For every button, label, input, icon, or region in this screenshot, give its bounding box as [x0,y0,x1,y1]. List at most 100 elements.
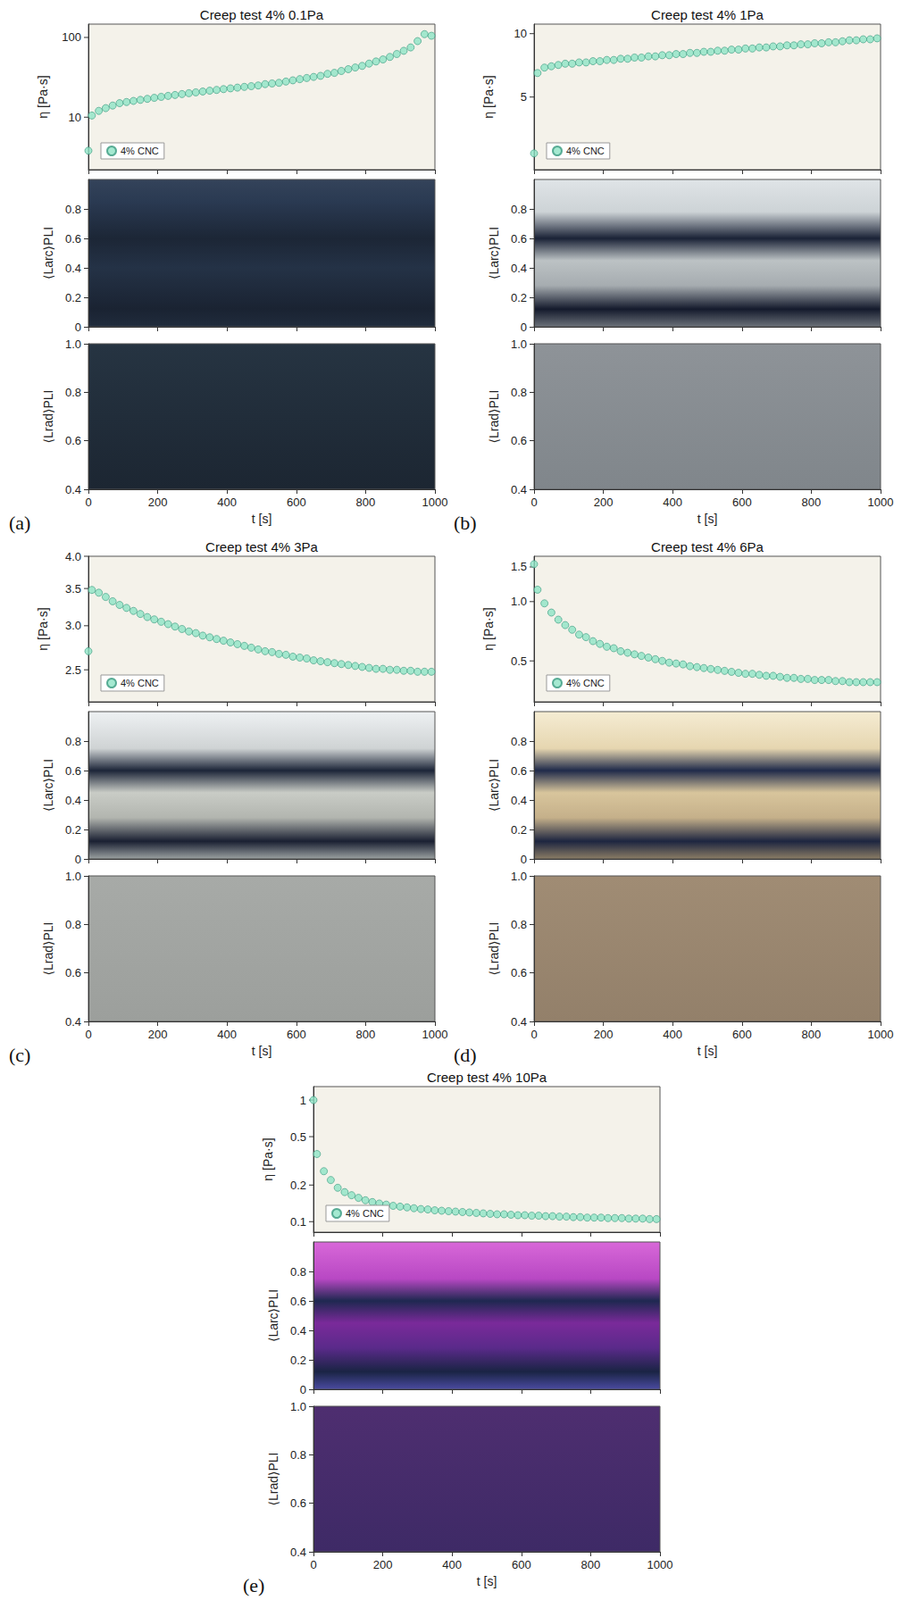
svg-text:800: 800 [801,495,822,510]
svg-text:100: 100 [61,30,82,44]
svg-text:2.5: 2.5 [65,663,82,677]
svg-text:1.5: 1.5 [510,559,527,574]
svg-text:η [Pa·s]: η [Pa·s] [35,607,51,651]
svg-text:⟨Larc⟩PLI: ⟨Larc⟩PLI [41,226,56,280]
svg-text:3.5: 3.5 [65,582,82,596]
svg-text:800: 800 [801,1027,822,1042]
svg-text:0.4: 0.4 [510,261,527,276]
svg-text:0.4: 0.4 [65,483,82,497]
svg-text:0: 0 [520,320,527,335]
svg-text:⟨Lrad⟩PLI: ⟨Lrad⟩PLI [41,922,56,977]
svg-text:200: 200 [148,495,168,510]
svg-text:0.8: 0.8 [290,1448,307,1462]
svg-text:0.8: 0.8 [510,918,527,932]
svg-text:0: 0 [300,1383,307,1397]
svg-text:t [s]: t [s] [697,1043,719,1059]
svg-text:⟨Larc⟩PLI: ⟨Larc⟩PLI [486,226,502,280]
svg-text:1.0: 1.0 [65,869,82,884]
svg-text:0.2: 0.2 [510,823,527,837]
svg-text:⟨Lrad⟩PLI: ⟨Lrad⟩PLI [266,1453,281,1507]
svg-text:0.5: 0.5 [510,654,527,669]
svg-text:600: 600 [511,1558,532,1572]
svg-text:⟨Lrad⟩PLI: ⟨Lrad⟩PLI [486,922,502,977]
svg-text:600: 600 [286,495,307,510]
svg-text:Creep test 4% 3Pa: Creep test 4% 3Pa [205,539,319,555]
svg-text:0: 0 [530,1027,537,1042]
svg-text:Creep test 4% 10Pa: Creep test 4% 10Pa [426,1069,548,1086]
svg-text:Creep test 4% 0.1Pa: Creep test 4% 0.1Pa [200,7,325,23]
svg-text:4.0: 4.0 [65,550,82,564]
svg-text:1000: 1000 [422,495,449,510]
svg-text:t [s]: t [s] [251,511,273,527]
svg-text:4% CNC: 4% CNC [345,1208,385,1220]
svg-text:0.4: 0.4 [510,1015,527,1029]
svg-text:800: 800 [581,1558,602,1572]
svg-text:0.8: 0.8 [510,202,527,217]
svg-text:(e): (e) [242,1574,265,1597]
svg-text:0: 0 [530,495,537,510]
svg-text:400: 400 [217,495,237,510]
svg-text:t [s]: t [s] [476,1574,498,1589]
svg-text:Creep test 4% 1Pa: Creep test 4% 1Pa [651,7,765,23]
svg-text:⟨Lrad⟩PLI: ⟨Lrad⟩PLI [41,390,56,444]
svg-text:4% CNC: 4% CNC [120,145,159,157]
svg-text:0.4: 0.4 [510,483,527,497]
svg-text:0.6: 0.6 [65,232,82,246]
svg-text:0.2: 0.2 [290,1178,307,1193]
svg-text:0.4: 0.4 [65,793,82,808]
svg-text:200: 200 [593,1027,614,1042]
svg-text:0.6: 0.6 [65,434,82,448]
svg-text:0: 0 [520,852,527,867]
svg-text:800: 800 [356,495,376,510]
svg-text:t [s]: t [s] [697,511,719,527]
svg-text:0: 0 [75,852,82,867]
svg-text:0.8: 0.8 [510,385,527,400]
svg-text:5: 5 [520,90,527,104]
svg-text:600: 600 [732,495,752,510]
svg-text:400: 400 [442,1558,462,1572]
svg-text:4% CNC: 4% CNC [566,145,605,157]
svg-text:0.8: 0.8 [65,734,82,749]
svg-text:400: 400 [662,495,683,510]
svg-text:600: 600 [732,1027,752,1042]
svg-text:0.2: 0.2 [65,823,82,837]
svg-text:Creep test 4% 6Pa: Creep test 4% 6Pa [651,539,765,555]
svg-text:800: 800 [356,1027,376,1042]
svg-text:⟨Larc⟩PLI: ⟨Larc⟩PLI [486,759,502,812]
svg-text:η [Pa·s]: η [Pa·s] [260,1137,276,1181]
svg-text:200: 200 [593,495,614,510]
svg-text:(d): (d) [453,1043,477,1067]
svg-text:0.6: 0.6 [290,1294,307,1309]
svg-text:0.8: 0.8 [510,734,527,749]
svg-text:1.0: 1.0 [65,337,82,351]
svg-text:0.4: 0.4 [290,1324,307,1338]
svg-text:0.8: 0.8 [290,1265,307,1279]
svg-text:(a): (a) [8,511,31,535]
svg-text:400: 400 [662,1027,683,1042]
svg-text:4% CNC: 4% CNC [566,677,605,689]
svg-text:0.8: 0.8 [65,385,82,400]
svg-text:0: 0 [309,1558,317,1572]
svg-text:3.0: 3.0 [65,618,82,633]
svg-text:0: 0 [84,495,92,510]
svg-text:η [Pa·s]: η [Pa·s] [481,607,496,651]
svg-text:0.6: 0.6 [510,764,527,778]
svg-text:⟨Lrad⟩PLI: ⟨Lrad⟩PLI [486,390,502,444]
svg-text:1.0: 1.0 [510,337,527,351]
svg-text:0.8: 0.8 [65,918,82,932]
svg-text:⟨Larc⟩PLI: ⟨Larc⟩PLI [41,759,56,812]
svg-text:1000: 1000 [422,1027,449,1042]
svg-text:0.4: 0.4 [290,1545,307,1560]
svg-text:η [Pa·s]: η [Pa·s] [481,75,496,118]
svg-text:200: 200 [148,1027,168,1042]
svg-text:1.0: 1.0 [510,869,527,884]
svg-text:4% CNC: 4% CNC [120,677,159,689]
svg-text:10: 10 [514,26,527,41]
svg-text:(b): (b) [453,511,477,535]
svg-text:t [s]: t [s] [251,1043,273,1059]
svg-text:0.2: 0.2 [510,291,527,305]
svg-text:400: 400 [217,1027,237,1042]
svg-text:1: 1 [300,1094,307,1108]
svg-text:0.6: 0.6 [65,764,82,778]
svg-text:1.0: 1.0 [510,594,527,609]
